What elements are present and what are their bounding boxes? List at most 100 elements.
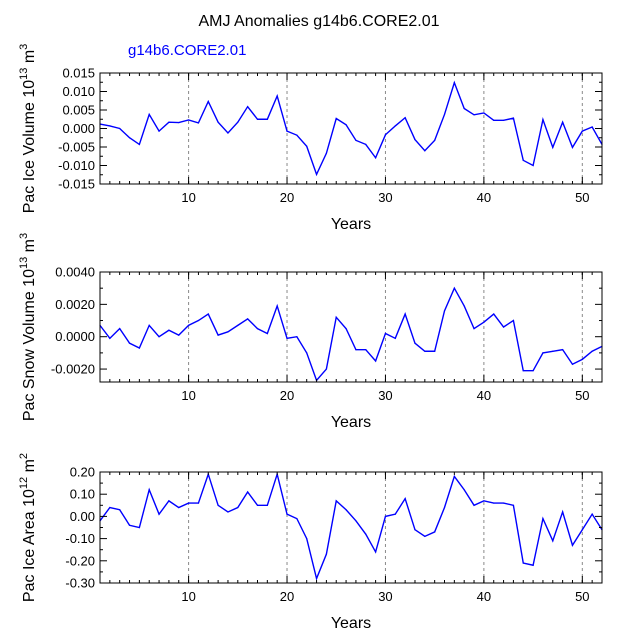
ice-area-data-point — [493, 502, 495, 504]
ice-area-x-tick-label: 10 — [181, 589, 195, 604]
snow-volume-data-point — [256, 328, 259, 330]
ice-volume-data-point — [256, 118, 259, 120]
snow-volume-data-point — [148, 324, 150, 326]
snow-volume-data-point — [512, 319, 515, 322]
ice-area-data-point — [345, 509, 347, 511]
ice-area-data-point — [119, 509, 121, 511]
ice-area-data-point — [394, 513, 396, 515]
snow-volume-data-point — [571, 363, 574, 365]
ice-volume-data-point — [296, 134, 298, 136]
ice-volume-data-point — [384, 134, 387, 136]
ice-area-data-point — [325, 553, 327, 555]
ice-area-data-point — [581, 529, 583, 531]
snow-volume-x-tick-label: 30 — [378, 388, 392, 403]
snow-volume-y-tick-label: 0.0020 — [55, 297, 95, 312]
ice-volume-data-point — [276, 95, 278, 97]
ice-volume-x-tick-label: 10 — [181, 190, 195, 205]
ice-volume-data-point — [365, 143, 367, 146]
snow-volume-data-point — [355, 349, 357, 351]
ice-volume-data-point — [424, 150, 426, 152]
ice-volume-data-point — [217, 121, 219, 123]
ice-area-y-tick-label: -0.30 — [65, 576, 95, 591]
snow-volume-series-line — [99, 286, 603, 382]
ice-volume-data-point — [591, 126, 593, 128]
snow-volume-data-point — [404, 313, 406, 315]
ice-volume-data-point — [404, 117, 406, 119]
ice-area-data-point — [315, 577, 318, 580]
ice-volume-data-point — [394, 125, 396, 127]
ice-volume-data-point — [187, 119, 190, 121]
snow-volume-x-axis-label: Years — [331, 414, 371, 431]
snow-volume-data-point — [168, 329, 170, 331]
snow-volume-data-point — [296, 336, 298, 338]
snow-volume-y-tick-label: 0.0000 — [55, 329, 95, 344]
snow-volume-data-point — [483, 321, 485, 323]
ice-area-data-point — [384, 515, 387, 518]
snow-volume-data-point — [247, 318, 249, 320]
ice-area-y-tick-label: 0.20 — [70, 465, 95, 480]
ice-area-data-point — [424, 535, 426, 537]
snow-volume-data-point — [158, 336, 160, 338]
ice-area-data-point — [197, 502, 200, 504]
snow-volume-data-point — [178, 334, 180, 336]
snow-volume-data-point — [335, 316, 337, 318]
ice-area-data-point — [266, 504, 268, 506]
ice-volume-data-point — [325, 152, 327, 154]
ice-volume-data-point — [237, 121, 239, 123]
ice-volume-plot-frame — [99, 72, 603, 185]
ice-volume-x-tick-label: 40 — [477, 190, 491, 205]
snow-volume-data-point — [542, 352, 544, 354]
snow-volume-data-point — [424, 350, 426, 352]
ice-area-x-axis-label: Years — [331, 615, 371, 632]
snow-volume-plot-frame — [99, 271, 603, 383]
ice-area-x-tick-label: 30 — [378, 589, 392, 604]
snow-volume-data-point — [187, 324, 190, 326]
ice-volume-y-tick-label: -0.005 — [58, 140, 95, 155]
ice-area-y-tick-label: 0.00 — [70, 509, 95, 524]
snow-volume-data-point — [306, 352, 308, 354]
ice-area-data-point — [512, 504, 515, 506]
ice-area-data-point — [483, 500, 485, 502]
series-legend-label: g14b6.CORE2.01 — [128, 42, 246, 59]
ice-volume-data-point — [148, 113, 150, 116]
snow-volume-x-tick-label: 40 — [477, 388, 491, 403]
snow-volume-data-point — [414, 342, 416, 344]
ice-volume-y-tick-label: -0.010 — [58, 158, 95, 173]
ice-volume-data-point — [463, 107, 465, 110]
ice-volume-data-point — [571, 146, 574, 148]
ice-volume-data-point — [375, 157, 377, 159]
ice-area-data-point — [217, 504, 219, 506]
ice-volume-data-point — [315, 173, 318, 175]
ice-volume-data-point — [522, 159, 524, 161]
ice-volume-data-point — [443, 113, 446, 116]
ice-volume-panel: 10 20 30 40 50 -0.015 -0.010 -0.005 0.000 0.005 0.… — [18, 44, 603, 233]
ice-volume-data-point — [434, 139, 436, 141]
snow-volume-data-point — [276, 305, 278, 307]
snow-volume-data-point — [375, 360, 377, 362]
snow-volume-data-point — [128, 342, 131, 344]
ice-volume-data-point — [266, 118, 268, 120]
snow-volume-data-point — [562, 349, 564, 351]
ice-area-x-tick-label: 20 — [280, 589, 294, 604]
ice-area-data-point — [571, 544, 574, 546]
ice-area-data-point — [463, 489, 465, 491]
ice-volume-x-axis-label: Years — [331, 216, 371, 233]
ice-area-data-point — [375, 551, 377, 553]
ice-area-data-point — [306, 538, 308, 540]
ice-volume-data-point — [168, 121, 170, 123]
ice-volume-data-point — [335, 117, 337, 120]
ice-volume-data-point — [502, 119, 505, 121]
snow-volume-x-tick-label: 50 — [575, 388, 589, 403]
snow-volume-data-point — [227, 331, 229, 333]
snow-volume-data-point — [453, 287, 455, 289]
ice-volume-x-tick-label: 30 — [378, 190, 392, 205]
ice-volume-data-point — [128, 137, 131, 139]
ice-area-data-point — [237, 506, 239, 509]
ice-volume-data-point — [512, 117, 515, 119]
ice-area-data-point — [335, 500, 337, 502]
ice-area-data-point — [355, 520, 357, 522]
ice-volume-data-point — [473, 114, 475, 116]
ice-volume-data-point — [345, 124, 347, 126]
ice-volume-data-point — [227, 132, 229, 134]
ice-volume-y-tick-label: -0.015 — [58, 177, 95, 192]
